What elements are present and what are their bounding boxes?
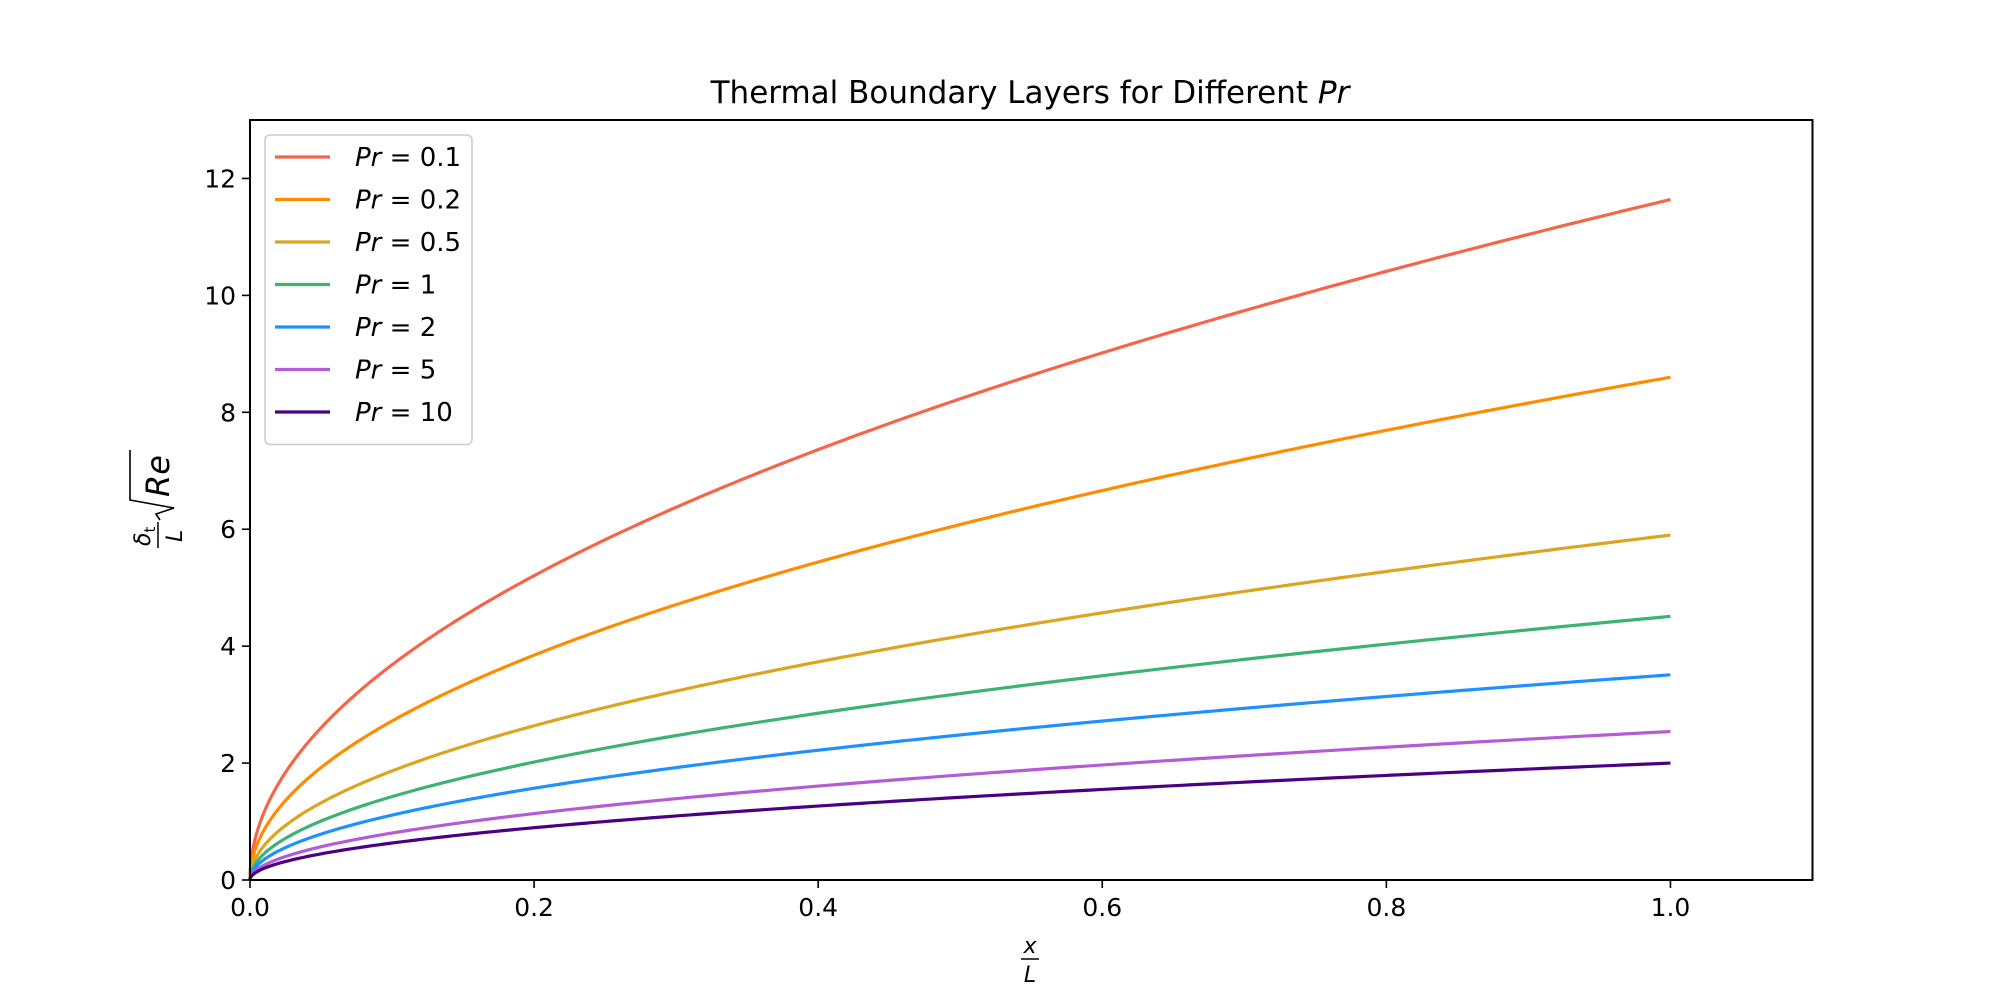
y-axis-label-sqrt-sign — [129, 450, 175, 521]
y-tick-label-3: 6 — [220, 515, 236, 544]
x-ticks: 0.0 0.2 0.4 0.6 0.8 1.0 — [230, 880, 1690, 922]
legend-frame — [264, 134, 473, 446]
y-tick-label-2: 4 — [220, 632, 236, 661]
x-tick-label-4: 0.8 — [1366, 893, 1406, 922]
y-tick-label-6: 12 — [204, 164, 236, 193]
y-tick-label-4: 8 — [220, 398, 236, 427]
legend-label-6: Pr = 10 — [355, 398, 453, 428]
y-tick-label-0: 0 — [220, 866, 236, 895]
chart-title: Thermal Boundary Layers for Different Pr — [710, 75, 1352, 111]
x-axis-label: x L — [1021, 934, 1039, 988]
legend-label-0: Pr = 0.1 — [355, 143, 461, 173]
legend-label-4: Pr = 2 — [355, 313, 436, 343]
y-axis-label: δt L Re — [129, 450, 188, 548]
series-line-4 — [248, 673, 1671, 881]
axes-frame — [249, 119, 1814, 881]
series-line-6 — [248, 761, 1671, 882]
plot-area: 0.0 0.2 0.4 0.6 0.8 1.0 0 2 4 6 8 10 12 — [204, 119, 1814, 922]
legend-label-3: Pr = 1 — [355, 271, 436, 301]
legend-label-2: Pr = 0.5 — [355, 228, 461, 258]
y-axis-label-denominator: L — [163, 530, 188, 542]
x-tick-label-0: 0.0 — [230, 893, 270, 922]
y-axis-label-root: Re — [139, 455, 177, 497]
legend-label-1: Pr = 0.2 — [355, 186, 461, 216]
x-axis-label-numerator: x — [1022, 934, 1037, 959]
x-axis-label-denominator: L — [1024, 963, 1036, 988]
y-tick-label-1: 2 — [220, 749, 236, 778]
series-line-5 — [248, 729, 1671, 882]
y-axis-label-numerator: δt — [131, 527, 159, 546]
x-tick-label-1: 0.2 — [514, 893, 554, 922]
chart-title-text: Thermal Boundary Layers for Different — [710, 75, 1318, 111]
series-line-1 — [248, 375, 1671, 881]
x-tick-label-3: 0.6 — [1082, 893, 1122, 922]
legend-label-5: Pr = 5 — [355, 356, 436, 386]
y-axis-label-delta: δ — [131, 533, 156, 546]
series-line-0 — [248, 197, 1671, 881]
legend: Pr = 0.1 Pr = 0.2 Pr = 0.5 Pr = 1 Pr = 2 Pr =… — [264, 134, 473, 446]
series-line-3 — [248, 614, 1671, 881]
y-axis-label-subscript: t — [141, 527, 159, 533]
x-tick-label-5: 1.0 — [1651, 893, 1691, 922]
series-group — [248, 197, 1671, 882]
series-line-2 — [248, 533, 1671, 881]
chart-title-var: Pr — [1318, 75, 1352, 111]
y-tick-label-5: 10 — [204, 281, 236, 310]
y-ticks: 0 2 4 6 8 10 12 — [204, 164, 250, 895]
x-tick-label-2: 0.4 — [798, 893, 838, 922]
